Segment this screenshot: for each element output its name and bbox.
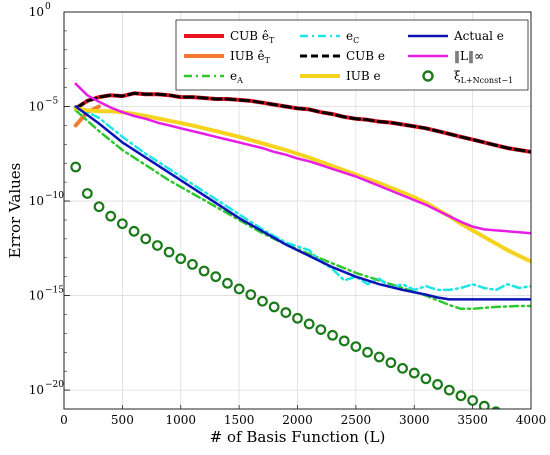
series-line-6: Actual e — [74, 105, 531, 301]
y-tick-label: 10 — [29, 289, 44, 303]
x-tick-label: 4000 — [516, 413, 547, 427]
xi-marker-point — [338, 335, 350, 347]
legend-entry-label: IUB e — [346, 69, 381, 83]
y-tick-label: 10 — [29, 383, 44, 397]
xi-marker-point — [373, 351, 385, 363]
x-axis-ticks: 0 500 1000 1500 2000 2500 3000 3500 4000 — [60, 405, 546, 427]
xi-marker-point — [385, 357, 397, 369]
xi-marker-point — [257, 295, 268, 307]
xi-marker-point — [187, 258, 198, 270]
xi-marker-point — [478, 400, 490, 409]
xi-marker-point — [350, 341, 362, 353]
xi-marker-point — [128, 225, 140, 237]
x-tick-label: 3500 — [457, 413, 488, 427]
xi-marker-point — [175, 253, 187, 265]
series-line-5: IUB e — [73, 106, 531, 264]
xi-marker-point — [268, 301, 280, 313]
legend-entry-label: CUB êT — [230, 29, 275, 45]
x-tick-label: 2500 — [341, 413, 372, 427]
xi-marker-point — [292, 312, 303, 324]
xi-marker-point — [233, 283, 245, 295]
legend-entry-label: CUB e — [346, 49, 385, 63]
y-tick-label: 10 — [29, 100, 44, 114]
xi-marker-point — [327, 329, 338, 341]
x-tick-label: 0 — [60, 413, 68, 427]
xi-marker-point — [420, 373, 432, 385]
legend-entry-label: ‖L‖∞ — [454, 49, 484, 63]
xi-marker-point — [491, 406, 501, 409]
xi-marker-point — [443, 384, 455, 396]
y-tick-exponent: 0 — [45, 2, 51, 12]
xi-marker-point — [362, 346, 373, 358]
x-tick-label: 1500 — [224, 413, 255, 427]
marker-layer — [70, 161, 501, 409]
y-tick-label: 10 — [29, 194, 44, 208]
y-axis-label: Error Values — [6, 163, 24, 259]
xi-marker-point — [303, 318, 315, 330]
xi-marker-point — [116, 218, 128, 230]
legend-box — [175, 19, 529, 91]
x-tick-label: 1000 — [165, 413, 196, 427]
x-axis-label: # of Basis Function (L) — [210, 428, 386, 446]
x-tick-label: 3000 — [399, 413, 430, 427]
xi-marker-point — [198, 265, 210, 277]
xi-marker-point — [315, 324, 327, 336]
xi-marker-point — [81, 188, 93, 199]
y-tick-exponent: −5 — [45, 97, 59, 107]
xi-marker-point — [455, 390, 467, 402]
y-tick-label: 10 — [29, 5, 44, 19]
xi-marker-point — [432, 379, 444, 390]
xi-marker-point — [245, 289, 257, 301]
y-tick-exponent: −15 — [45, 286, 64, 296]
xi-marker-point — [93, 201, 105, 213]
xi-marker-point — [222, 277, 233, 289]
legend-marker-swatch — [422, 70, 434, 82]
xi-marker-point — [105, 210, 117, 222]
x-tick-label: 2000 — [282, 413, 313, 427]
y-tick-exponent: −10 — [45, 191, 64, 201]
legend-entry-label: Actual e — [453, 29, 504, 43]
series-line-4: CUB e — [74, 91, 531, 154]
xi-marker-point — [163, 246, 175, 258]
xi-marker-point — [280, 307, 292, 318]
x-tick-label: 500 — [111, 413, 134, 427]
xi-marker-point — [397, 362, 408, 374]
series-line-3: e_C — [74, 105, 531, 292]
xi-marker-point — [210, 271, 222, 283]
xi-marker-point — [408, 367, 420, 379]
xi-marker-point — [467, 395, 479, 406]
xi-marker-point — [140, 233, 152, 245]
legend-entry-label: IUB êT — [230, 49, 271, 65]
series-line-7: ‖L‖∞ — [74, 82, 531, 235]
y-tick-exponent: −20 — [45, 380, 64, 390]
xi-marker-point — [70, 161, 82, 173]
series-line-2: e_A — [74, 109, 531, 311]
xi-marker-point — [151, 240, 163, 251]
